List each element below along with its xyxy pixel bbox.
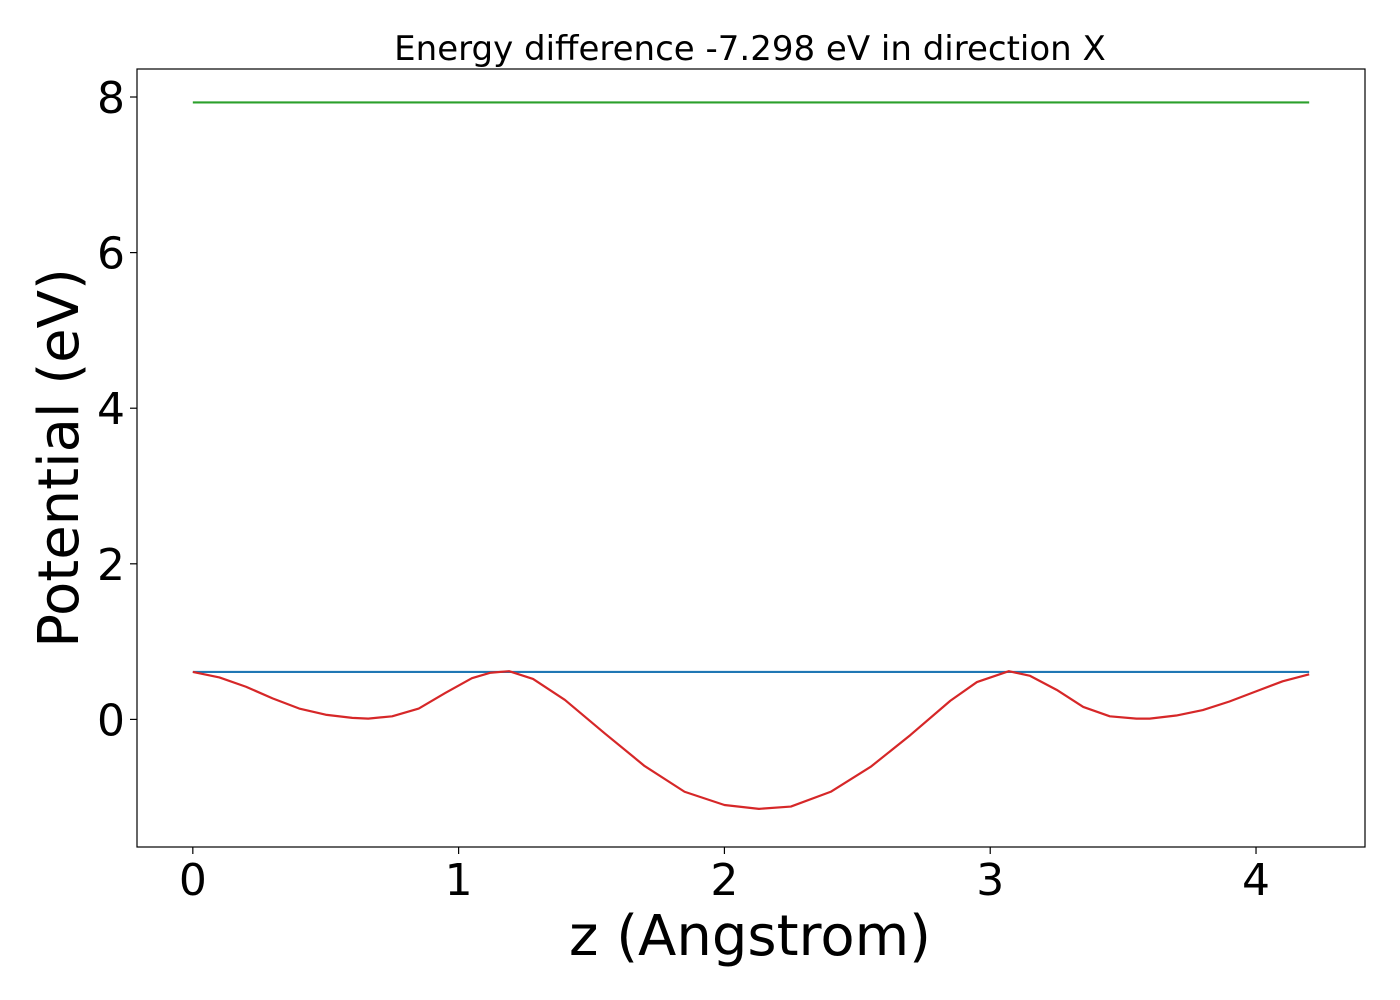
y-tick-label: 2	[97, 540, 125, 591]
x-tick-label: 1	[445, 855, 473, 906]
x-tick-label: 0	[179, 855, 207, 906]
y-axis-title: Potential (eV)	[27, 268, 92, 648]
y-tick-label: 4	[97, 384, 125, 435]
series-layer	[192, 101, 1310, 810]
x-tick-label: 4	[1242, 855, 1270, 906]
x-tick-label: 2	[710, 855, 738, 906]
x-tick-label: 3	[976, 855, 1004, 906]
y-axis: 0 2 4 6 8	[97, 73, 137, 746]
x-axis: 0 1 2 3 4	[179, 847, 1270, 906]
y-tick-label: 0	[97, 695, 125, 746]
y-tick-label: 8	[97, 73, 125, 124]
y-tick-label: 6	[97, 229, 125, 280]
x-axis-title: z (Angstrom)	[569, 904, 931, 969]
plot-frame	[136, 68, 1366, 848]
series-line-2	[192, 670, 1310, 810]
chart-title: Energy difference -7.298 eV in direction…	[394, 29, 1106, 69]
